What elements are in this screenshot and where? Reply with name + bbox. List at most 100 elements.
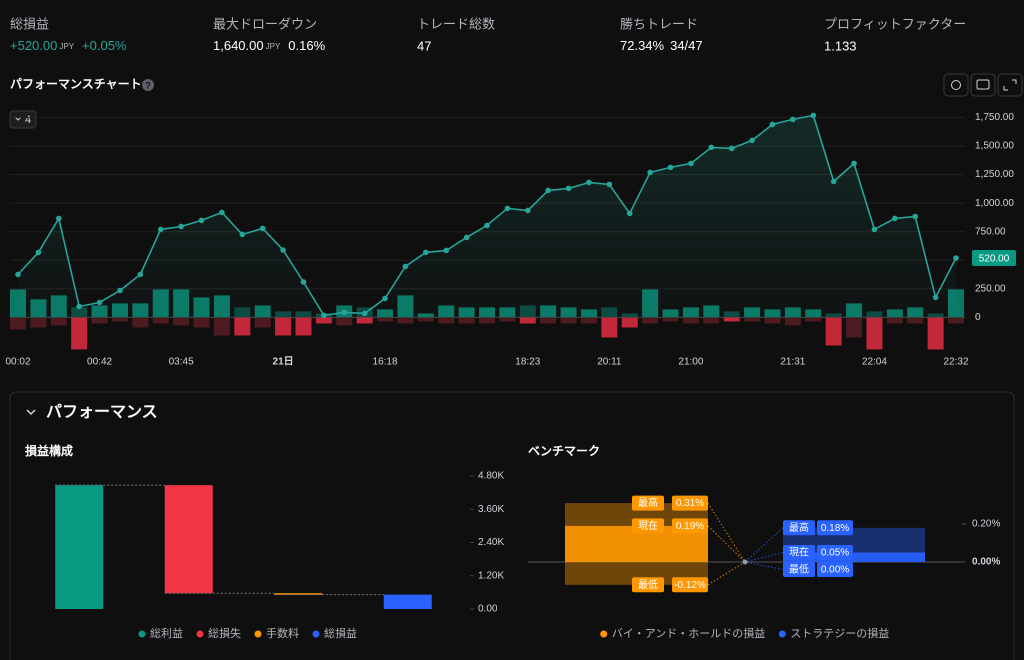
tag-value: 0.18%	[821, 523, 849, 534]
tag-bg	[632, 518, 664, 534]
tag-bg	[783, 520, 815, 536]
tag-category: 最高	[789, 521, 809, 534]
drawdown-bar	[907, 317, 924, 324]
equity-point	[484, 222, 490, 229]
chart-title: パフォーマンスチャート	[10, 77, 142, 91]
equity-point	[15, 271, 21, 278]
help-icon[interactable]	[142, 79, 154, 91]
equity-point	[504, 205, 511, 212]
drawdown-bar	[784, 317, 801, 326]
equity-point	[341, 309, 348, 316]
stat-extra: +0.05%	[82, 38, 127, 53]
drawdown-bar	[91, 317, 108, 324]
equity-point	[647, 169, 653, 176]
equity-point	[912, 213, 919, 220]
tag-bg	[783, 562, 815, 577]
drawdown-bar	[295, 317, 312, 336]
tag-value: 0.31%	[676, 498, 704, 509]
stat-label: 最大ドローダウン	[213, 16, 317, 31]
tag-bg	[783, 545, 815, 560]
drawdown-bar	[10, 317, 26, 330]
y-tick-label: 3.60K	[478, 504, 504, 515]
legend-label: 総損益	[324, 626, 357, 640]
equity-area	[18, 115, 956, 318]
pnl-bar	[164, 485, 213, 594]
drawdown-bar	[275, 317, 292, 336]
equity-point	[688, 160, 694, 167]
stat-value: 1,640.00 JPY 0.16%	[213, 38, 326, 53]
y-tick-label: 1.20K	[478, 570, 504, 581]
interval-button[interactable]	[9, 110, 37, 129]
drawdown-bar	[499, 317, 516, 322]
equity-point	[361, 310, 368, 317]
legend: 総利益 総損失 手数料 総損益	[138, 626, 357, 640]
tag-value: 0.05%	[821, 548, 849, 559]
x-tick-label: 03:45	[169, 357, 194, 368]
y-tick-label: 0.00%	[972, 557, 1000, 568]
legend-label: 手数料	[266, 626, 299, 640]
leader-line	[707, 525, 746, 563]
equity-point	[402, 263, 409, 270]
drawdown-bar	[254, 317, 271, 328]
last-value-tag	[972, 250, 1016, 266]
stat-label: トレード総数	[417, 16, 495, 31]
legend-swatch	[778, 630, 786, 638]
drawdown-bar	[193, 317, 210, 328]
drawdown-bar	[846, 317, 863, 338]
tag-value: 0.19%	[676, 521, 704, 532]
drawdown-bar	[377, 317, 394, 322]
x-tick-label: 21:00	[678, 357, 703, 368]
equity-point	[96, 299, 103, 306]
x-tick-label: 20:11	[597, 357, 622, 368]
equity-point	[423, 249, 429, 256]
performance-chart: 0250.00500.00750.001,000.001,250.001,500…	[5, 112, 1016, 368]
equity-point	[178, 223, 184, 230]
drawdown-bar	[519, 317, 536, 324]
tag-bg	[672, 518, 708, 534]
tag-bg	[632, 577, 664, 593]
stat-unit: JPY	[59, 42, 74, 51]
equity-point	[382, 295, 388, 302]
tag-bg	[672, 495, 708, 511]
equity-point	[606, 181, 613, 188]
screenshot-button[interactable]	[970, 73, 996, 97]
tag-bg	[672, 577, 708, 593]
equity-point	[545, 187, 551, 194]
equity-point	[565, 185, 572, 192]
drawdown-bar	[927, 317, 944, 350]
collapse-chevron[interactable]	[26, 409, 36, 416]
x-tick-label: 22:04	[862, 357, 887, 368]
equity-point	[790, 116, 796, 123]
tag-category: 現在	[638, 520, 658, 532]
legend-swatch	[254, 630, 262, 638]
legend-label: 総損失	[208, 626, 241, 640]
settings-button[interactable]	[943, 73, 969, 97]
stat-extra: 0.16%	[288, 38, 325, 53]
drawdown-bar	[458, 317, 475, 324]
legend-label: バイ・アンド・ホールドの損益	[612, 626, 766, 640]
legend-label: 総利益	[150, 626, 183, 640]
y-tick-label: 1,500.00	[975, 141, 1014, 152]
equity-point	[76, 303, 82, 310]
drawdown-bar	[580, 317, 597, 324]
stat-number: 1,640.00	[213, 38, 264, 53]
equity-point	[524, 207, 531, 214]
drawdown-bar	[173, 317, 190, 326]
current-box	[783, 552, 925, 562]
interval-value: 4	[25, 114, 31, 126]
x-tick-label: 16:18	[373, 357, 398, 368]
fullscreen-button[interactable]	[997, 73, 1023, 97]
leader-line	[744, 561, 784, 570]
stat-label: 勝ちトレード	[620, 16, 698, 31]
leader-line	[744, 552, 784, 563]
drawdown-bar	[764, 317, 781, 324]
equity-point	[769, 121, 776, 128]
tag-value: 0.00%	[821, 565, 849, 576]
y-tick-label: 250.00	[975, 283, 1006, 294]
interval-select[interactable]: 4	[9, 110, 37, 129]
settings-icon	[951, 80, 961, 90]
y-tick-label: 2.40K	[478, 537, 504, 548]
drawdown-bar	[479, 317, 495, 324]
tag-bg	[817, 520, 853, 536]
